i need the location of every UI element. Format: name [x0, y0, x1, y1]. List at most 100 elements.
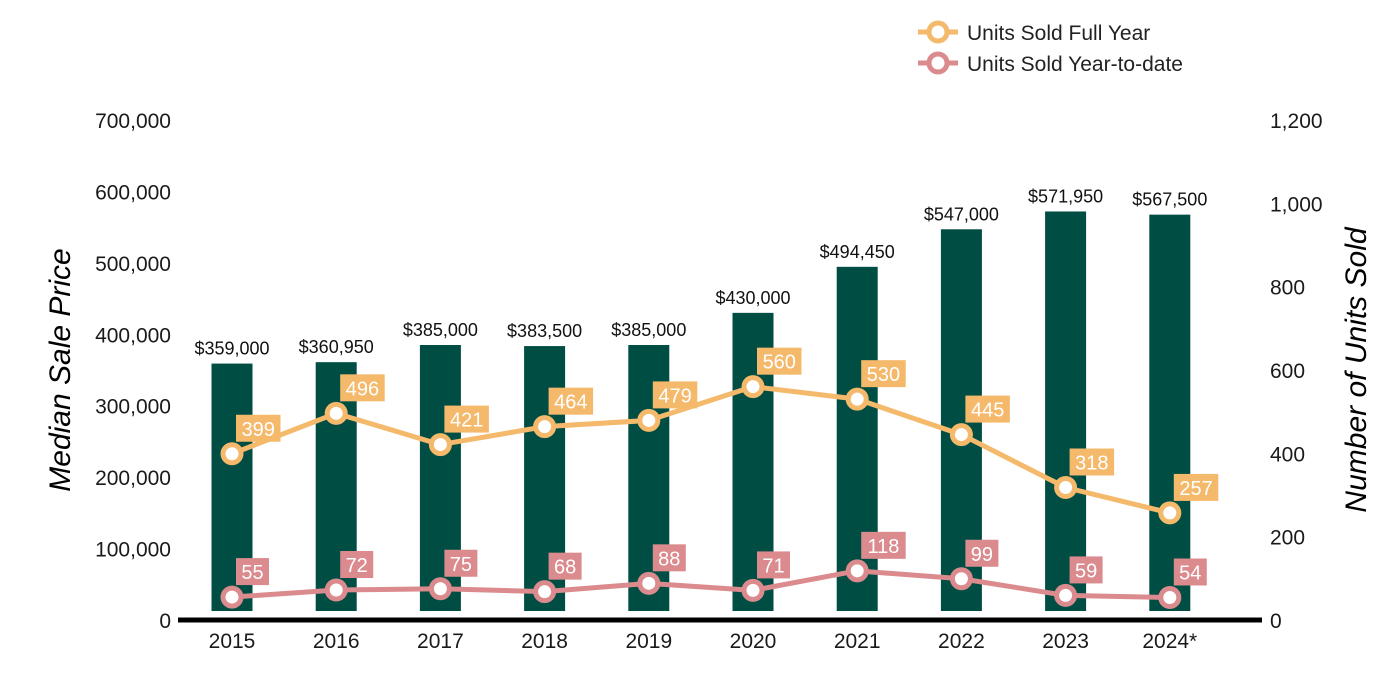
y-tick-label: 300,000 [95, 396, 171, 419]
x-tick-label: 2016 [313, 630, 360, 653]
point-label-box-ytd [340, 551, 374, 578]
point-label-box-ytd [1069, 556, 1103, 584]
y-tick-label: 100,000 [95, 539, 171, 562]
marker-ytd [949, 567, 973, 591]
marker-ytd [533, 580, 557, 604]
marker-full-year [845, 387, 869, 411]
bar-value-label: $385,000 [403, 320, 478, 340]
y2-tick-label: 200 [1270, 527, 1305, 550]
point-label-box-full-year [861, 360, 906, 388]
point-label-full-year: 560 [763, 352, 796, 374]
point-label-box-ytd [444, 549, 478, 577]
bar [1149, 214, 1191, 611]
point-label-box-full-year [340, 374, 385, 402]
point-label-box-ytd [548, 552, 582, 580]
bar-value-label: $359,000 [194, 339, 269, 359]
marker-ytd [1158, 586, 1182, 609]
bar-value-label: $430,000 [715, 288, 790, 308]
line-ytd [231, 568, 1170, 600]
x-tick-label: 2019 [625, 630, 672, 653]
point-label-ytd: 118 [868, 536, 900, 558]
point-label-full-year: 530 [867, 364, 900, 386]
point-label-ytd: 88 [658, 548, 680, 570]
series-point-labels: 399 496 421 464 479 560 530 445 318 257 55 72 75 68 88… [236, 347, 1219, 586]
y2-tick-label: 0 [1270, 610, 1282, 633]
x-tick-label: 2021 [834, 630, 881, 653]
point-label-full-year: 496 [346, 378, 379, 400]
legend-item-ytd: Units Sold Year-to-date [918, 51, 1183, 76]
bar-value-label: $571,950 [1028, 186, 1103, 206]
point-label-full-year: 318 [1075, 453, 1108, 475]
series-lines [231, 384, 1171, 600]
point-label-box-full-year [548, 387, 594, 415]
point-label-box-ytd [652, 544, 686, 572]
point-label-box-full-year [652, 381, 698, 409]
legend-ytd-label: Units Sold Year-to-date [967, 53, 1183, 76]
legend-full-year-marker [926, 20, 950, 44]
y-tick-label: 500,000 [95, 253, 171, 276]
marker-ytd [741, 578, 765, 602]
point-label-ytd: 72 [346, 555, 368, 577]
marker-full-year [741, 375, 765, 399]
point-label-full-year: 399 [242, 419, 275, 441]
point-label-box-full-year [965, 395, 1010, 423]
point-label-ytd: 59 [1075, 560, 1097, 582]
marker-full-year [1054, 476, 1078, 499]
y-axis-ticks: 0 100,000 200,000 300,000 400,000 500,000 600,… [95, 110, 171, 633]
y2-axis-ticks: 0 200 400 600 800 1,000 1,200 [1270, 110, 1323, 633]
marker-full-year [637, 408, 661, 432]
marker-full-year [220, 442, 244, 466]
bar-value-label: $494,450 [820, 242, 895, 262]
y-axis-title: Median Sale Price [44, 248, 77, 491]
point-label-ytd: 55 [241, 562, 263, 584]
point-label-ytd: 71 [762, 555, 784, 577]
x-tick-label: 2018 [521, 630, 568, 653]
marker-full-year [1158, 501, 1182, 525]
bar [1045, 211, 1087, 611]
x-tick-label: 2020 [730, 630, 777, 653]
marker-ytd [428, 577, 452, 601]
y-tick-label: 700,000 [95, 110, 171, 133]
marker-full-year [533, 415, 557, 439]
bar-value-label: $385,000 [611, 320, 686, 340]
point-label-ytd: 54 [1179, 563, 1201, 585]
series-markers [220, 375, 1182, 609]
point-label-full-year: 421 [450, 410, 483, 432]
marker-full-year [324, 401, 348, 425]
point-label-box-ytd [861, 531, 906, 559]
y-tick-label: 0 [159, 610, 171, 633]
y2-tick-label: 1,200 [1270, 110, 1323, 133]
bar-value-label: $567,500 [1132, 190, 1207, 210]
point-label-full-year: 479 [658, 385, 691, 407]
y2-tick-label: 400 [1270, 443, 1305, 466]
point-label-box-ytd [965, 539, 999, 567]
x-tick-label: 2022 [938, 630, 985, 653]
marker-ytd [637, 571, 661, 595]
point-label-box-ytd [757, 551, 790, 579]
point-label-full-year: 257 [1179, 478, 1212, 500]
point-label-box-full-year [1173, 473, 1219, 501]
point-label-box-ytd [1173, 558, 1207, 586]
bar-value-label: $547,000 [924, 204, 999, 224]
point-label-full-year: 464 [554, 392, 587, 414]
marker-ytd [1054, 583, 1078, 607]
x-axis-ticks: 2015 2016 2017 2018 2019 2020 2021 2022 2023 2024… [209, 630, 1198, 653]
y2-axis-title: Number of Units Sold [1340, 226, 1373, 512]
point-label-box-full-year [236, 414, 281, 442]
marker-full-year [949, 423, 973, 447]
bar-value-label: $360,950 [299, 337, 374, 357]
bar-labels: $359,000 $360,950 $385,000 $383,500 $385,000… [194, 186, 1207, 358]
y-tick-label: 400,000 [95, 324, 171, 347]
marker-ytd [845, 559, 869, 583]
marker-ytd [220, 585, 244, 609]
point-label-full-year: 445 [971, 400, 1004, 422]
y-tick-label: 200,000 [95, 467, 171, 490]
x-tick-label: 2017 [417, 630, 464, 653]
x-tick-label: 2023 [1042, 630, 1089, 653]
point-label-ytd: 99 [971, 544, 993, 566]
point-label-box-ytd [236, 558, 269, 586]
x-tick-label: 2024* [1142, 630, 1197, 653]
y2-tick-label: 600 [1270, 360, 1305, 383]
legend: Units Sold Full Year Units Sold Year-to-… [918, 20, 1183, 76]
